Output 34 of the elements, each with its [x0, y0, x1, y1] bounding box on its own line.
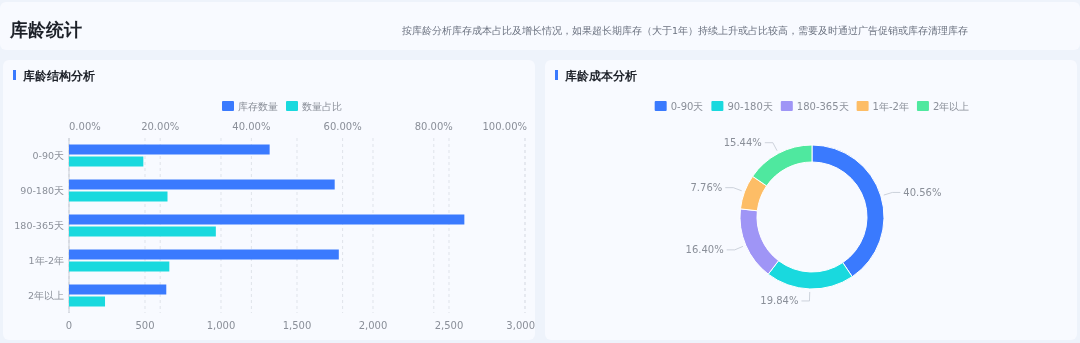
- text: 按库龄分析库存成本占比及增长情况，如果超长期库存（大于1年）持续上升或占比较高，需要及时通过广告促销或库存清理库存: [401, 25, 968, 36]
- x2-tick-label: 20.00%: [141, 121, 180, 132]
- data-label: 40.56%: [903, 186, 942, 198]
- x2-tick-label: 40.00%: [232, 121, 271, 132]
- x2-tick-label: 100.00%: [482, 121, 527, 132]
- y-tick-label: 90-180天: [20, 185, 64, 196]
- x-tick-label: 1,500: [282, 320, 312, 331]
- chart-title: 库龄结构分析: [22, 69, 95, 83]
- x-tick-label: 2,000: [358, 320, 388, 331]
- y-tick-label: 0-90天: [32, 150, 64, 161]
- data-label: 7.76%: [690, 182, 723, 194]
- x-tick-label: 3,000: [506, 320, 535, 331]
- legend-label: 180-365天: [796, 101, 849, 112]
- data-label: 16.40%: [685, 244, 724, 256]
- legend-label: 1年-2年: [872, 101, 909, 112]
- text: 库龄统计: [9, 19, 82, 40]
- y-tick-label: 1年-2年: [28, 255, 64, 266]
- data-label: 19.84%: [760, 295, 799, 307]
- x-tick-label: 0: [65, 320, 73, 331]
- x-tick-label: 2,500: [434, 320, 464, 331]
- x-tick-label: 1,000: [206, 320, 236, 331]
- x2-tick-label: 80.00%: [414, 121, 453, 132]
- x-tick-label: 500: [135, 320, 155, 331]
- chart-title: 库龄成本分析: [564, 69, 637, 83]
- legend-label: 90-180天: [727, 101, 773, 112]
- legend-label: 库存数量: [238, 101, 278, 112]
- y-tick-label: 2年以上: [27, 290, 64, 301]
- x2-tick-label: 60.00%: [323, 121, 362, 132]
- y-tick-label: 180-365天: [14, 220, 64, 231]
- data-label: 15.44%: [723, 137, 762, 149]
- legend-label: 0-90天: [670, 101, 704, 112]
- x2-tick-label: 0.00%: [69, 121, 101, 132]
- legend-label: 2年以上: [932, 101, 970, 112]
- legend-label: 数量占比: [302, 101, 342, 112]
